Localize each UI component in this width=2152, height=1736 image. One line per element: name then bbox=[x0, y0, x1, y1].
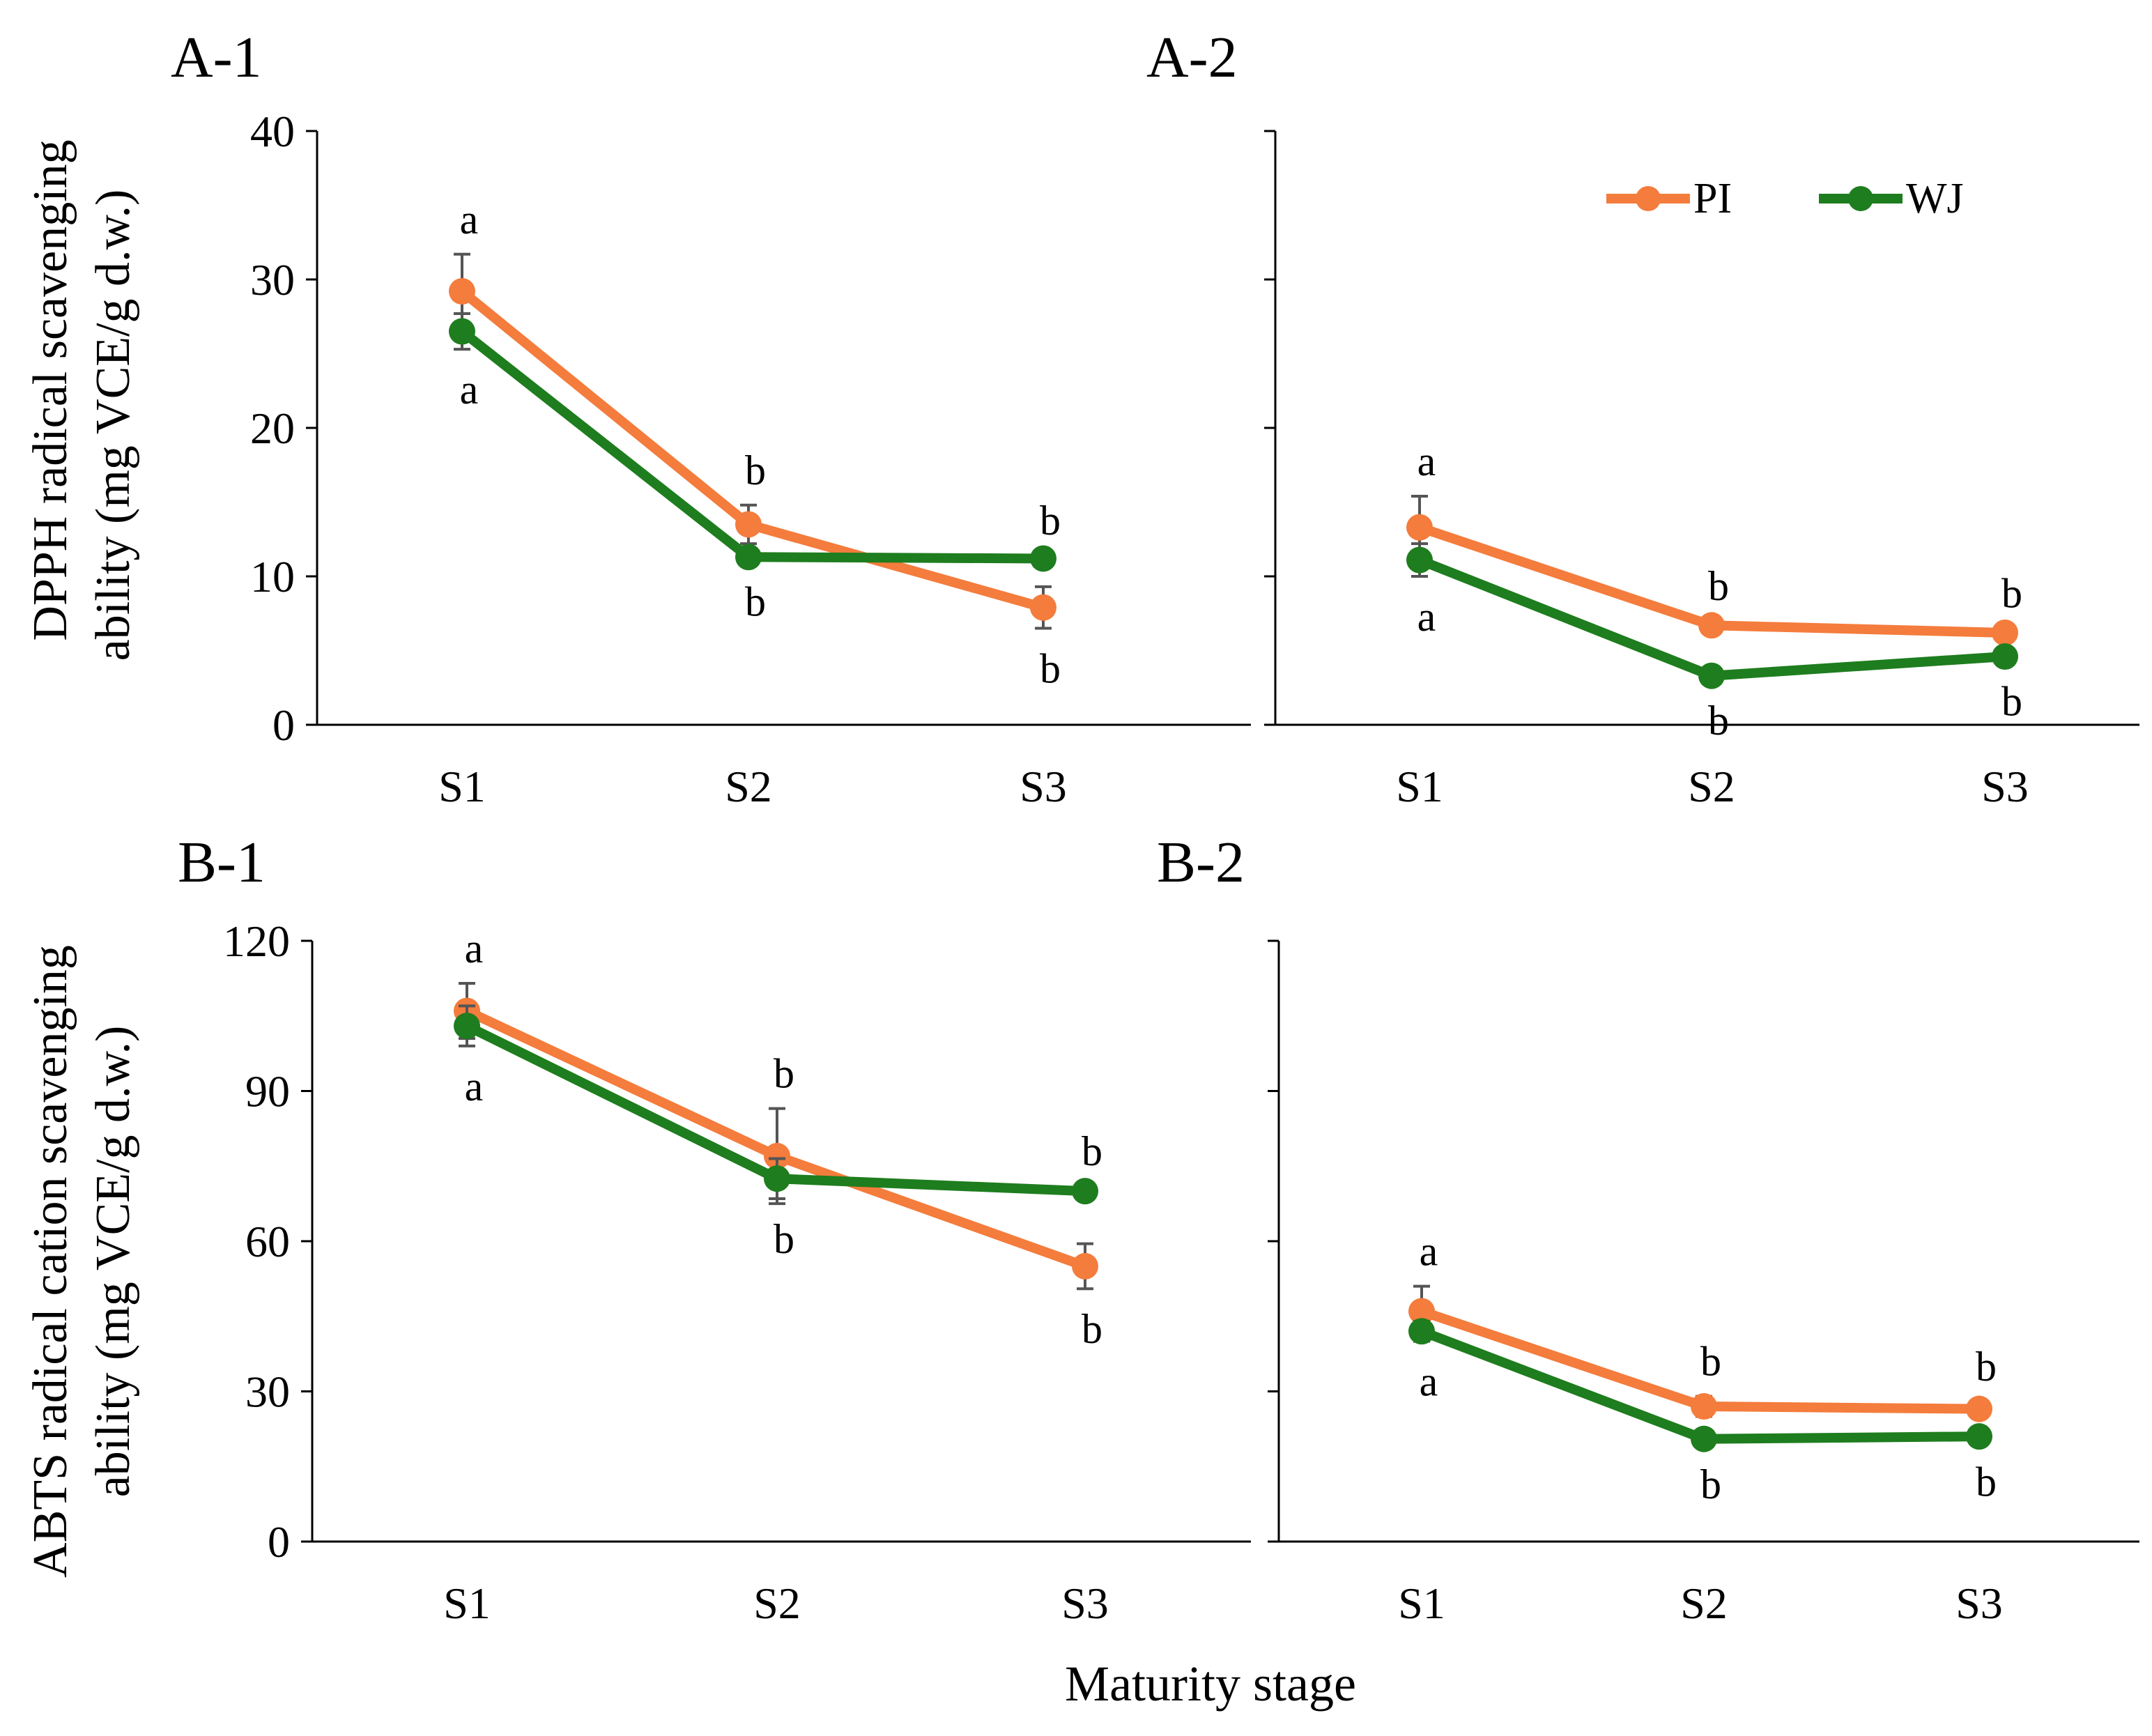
data-point-wj-a-1 bbox=[735, 544, 762, 571]
data-point-wj-a-1 bbox=[1030, 545, 1056, 572]
legend-marker-wj bbox=[1848, 186, 1873, 211]
data-point-wj-a-2 bbox=[1992, 643, 2018, 670]
significance-letter-pi-b-2: b bbox=[1700, 1339, 1721, 1385]
y-tick-label-a-1: 40 bbox=[250, 107, 295, 156]
data-point-wj-a-2 bbox=[1698, 662, 1725, 689]
data-point-pi-a-2 bbox=[1992, 619, 2018, 646]
panel-title-a-2: A-2 bbox=[1146, 25, 1238, 90]
dpph-ylabel-line1: DPPH radical scavenging bbox=[24, 139, 77, 640]
significance-letter-wj-b-2: b bbox=[1700, 1461, 1721, 1507]
significance-letter-pi-a-2: b bbox=[1708, 563, 1729, 609]
significance-letter-pi-b-2: a bbox=[1420, 1229, 1438, 1275]
panel-title-b-2: B-2 bbox=[1157, 830, 1245, 895]
data-point-pi-b-1 bbox=[1072, 1252, 1098, 1280]
x-tick-label-a-2: S1 bbox=[1396, 762, 1443, 811]
legend: PI WJ bbox=[1606, 175, 1964, 222]
data-point-pi-b-1 bbox=[764, 1142, 790, 1169]
data-point-wj-b-1 bbox=[764, 1165, 790, 1192]
data-point-pi-b-2 bbox=[1966, 1395, 1992, 1422]
legend-label-wj: WJ bbox=[1906, 175, 1964, 222]
legend-label-pi: PI bbox=[1693, 175, 1732, 222]
data-point-wj-b-2 bbox=[1691, 1425, 1717, 1452]
panel-b-1: B-1 0 30 60 90 120 S1 S2 S3 a b b a b b bbox=[178, 830, 1251, 1628]
abts-ylabel-line1: ABTS radical cation scavenging bbox=[24, 945, 77, 1578]
data-point-pi-a-1 bbox=[735, 511, 762, 538]
significance-letter-pi-a-2: a bbox=[1417, 438, 1436, 484]
x-tick-label-a-1: S3 bbox=[1020, 762, 1067, 811]
legend-marker-pi bbox=[1636, 186, 1661, 211]
significance-letter-wj-a-1: b bbox=[1040, 498, 1061, 544]
x-tick-label-a-1: S2 bbox=[725, 762, 772, 811]
data-point-wj-b-1 bbox=[1072, 1178, 1098, 1205]
significance-letter-pi-a-1: b bbox=[1040, 646, 1061, 692]
significance-letter-wj-a-2: b bbox=[2001, 678, 2022, 724]
significance-letter-pi-a-1: b bbox=[745, 447, 766, 493]
data-point-wj-a-2 bbox=[1406, 546, 1433, 574]
x-tick-label-a-1: S1 bbox=[438, 762, 486, 811]
x-tick-label-a-2: S2 bbox=[1688, 762, 1735, 811]
data-point-pi-a-2 bbox=[1698, 612, 1725, 639]
x-tick-label-b-2: S1 bbox=[1398, 1578, 1445, 1628]
significance-letter-wj-a-2: b bbox=[1708, 698, 1729, 744]
x-tick-label-b-2: S2 bbox=[1680, 1578, 1728, 1628]
data-point-wj-b-1 bbox=[454, 1013, 480, 1040]
significance-letter-pi-b-2: b bbox=[1976, 1344, 1997, 1390]
y-tick-label-b-1: 60 bbox=[245, 1217, 290, 1266]
significance-letter-wj-b-2: a bbox=[1420, 1359, 1438, 1405]
y-tick-label-b-1: 90 bbox=[245, 1067, 290, 1116]
y-tick-label-a-1: 10 bbox=[250, 552, 295, 601]
x-axis-title: Maturity stage bbox=[1065, 1656, 1356, 1712]
y-tick-label-b-1: 120 bbox=[223, 916, 290, 966]
significance-letter-wj-a-1: a bbox=[460, 367, 479, 413]
data-point-wj-a-1 bbox=[449, 318, 475, 345]
significance-letter-wj-a-1: b bbox=[745, 579, 766, 625]
panel-title-b-1: B-1 bbox=[178, 830, 266, 895]
y-tick-label-a-1: 20 bbox=[250, 404, 295, 453]
data-point-wj-b-2 bbox=[1408, 1318, 1435, 1345]
data-point-wj-b-2 bbox=[1966, 1423, 1992, 1450]
x-tick-label-b-1: S1 bbox=[443, 1578, 491, 1628]
x-tick-label-b-2: S3 bbox=[1955, 1578, 2003, 1628]
significance-letter-pi-b-1: a bbox=[465, 925, 484, 971]
y-tick-label-b-1: 0 bbox=[268, 1517, 290, 1567]
y-tick-label-b-1: 30 bbox=[245, 1367, 290, 1417]
data-point-pi-b-2 bbox=[1691, 1393, 1717, 1420]
panel-a-1: A-1 0 10 20 30 40 S1 S2 S3 a b b a b b bbox=[171, 25, 1251, 811]
significance-letter-pi-a-1: a bbox=[460, 197, 479, 243]
dpph-ylabel-line2: ability (mg VCE/g d.w.) bbox=[86, 190, 140, 661]
panel-title-a-1: A-1 bbox=[171, 25, 262, 90]
abts-ylabel-line2: ability (mg VCE/g d.w.) bbox=[86, 1026, 140, 1498]
significance-letter-pi-b-1: b bbox=[774, 1051, 794, 1097]
y-tick-label-a-1: 0 bbox=[272, 700, 295, 750]
significance-letter-wj-b-1: b bbox=[1082, 1128, 1102, 1174]
x-tick-label-a-2: S3 bbox=[1981, 762, 2029, 811]
data-point-pi-a-2 bbox=[1406, 514, 1433, 541]
data-point-pi-a-1 bbox=[449, 278, 475, 305]
significance-letter-pi-a-2: b bbox=[2001, 571, 2022, 617]
panel-a-2: A-2 S1 S2 S3 a b b a b b bbox=[1146, 25, 2139, 811]
data-point-pi-b-2 bbox=[1408, 1298, 1435, 1325]
significance-letter-wj-b-1: a bbox=[465, 1063, 484, 1109]
significance-letter-wj-a-2: a bbox=[1417, 594, 1436, 640]
significance-letter-wj-b-2: b bbox=[1976, 1459, 1997, 1505]
significance-letter-pi-b-1: b bbox=[1082, 1306, 1102, 1352]
panel-b-2: B-2 S1 S2 S3 a b b a b b bbox=[1157, 830, 2139, 1628]
data-point-pi-a-1 bbox=[1030, 594, 1056, 621]
x-tick-label-b-1: S2 bbox=[753, 1578, 801, 1628]
x-tick-label-b-1: S3 bbox=[1061, 1578, 1109, 1628]
y-tick-label-a-1: 30 bbox=[250, 255, 295, 305]
significance-letter-wj-b-1: b bbox=[774, 1216, 794, 1262]
